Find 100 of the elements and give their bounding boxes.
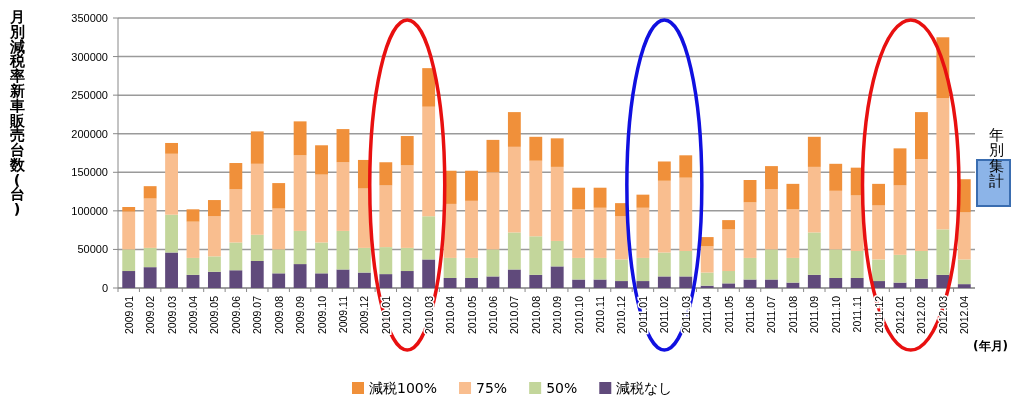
bar: [743, 180, 757, 203]
bar: [829, 163, 843, 191]
bar: [765, 279, 778, 288]
bar: [207, 256, 221, 272]
x-tick-label: 2012.03: [936, 295, 949, 334]
bar: [250, 131, 264, 164]
bar: [486, 139, 500, 173]
bar: [336, 269, 350, 288]
x-tick-label: 2010.11: [594, 295, 607, 334]
bar: [957, 212, 971, 260]
bar: [893, 185, 907, 255]
x-tick-label: 2012.02: [915, 295, 928, 334]
bar: [765, 166, 778, 190]
bar: [122, 249, 136, 272]
bar: [443, 203, 457, 258]
text: 年別集計: [988, 126, 1004, 190]
x-tick-label: 2010.01: [379, 295, 392, 334]
bar: [722, 229, 736, 272]
bar: [165, 153, 178, 215]
legend-label: 減税100%: [369, 380, 438, 396]
bar: [336, 129, 350, 163]
bar: [550, 166, 564, 241]
x-tick-label: 2011.10: [829, 295, 842, 334]
bar: [786, 282, 800, 288]
bar: [122, 271, 136, 288]
bar: [315, 273, 328, 288]
bar: [229, 163, 243, 190]
bar: [893, 148, 907, 186]
bar: [229, 270, 243, 288]
x-tick-label: 2011.07: [765, 295, 778, 334]
x-tick-label: 2009.03: [165, 295, 178, 334]
bar: [679, 250, 693, 277]
bar: [507, 232, 521, 270]
bar: [143, 267, 157, 288]
bar: [293, 155, 307, 231]
bar: [700, 246, 714, 273]
bar: [957, 284, 971, 288]
bar: [293, 230, 307, 265]
bar: [400, 165, 414, 248]
bar: [315, 145, 328, 175]
x-tick-label: 2011.12: [872, 295, 885, 334]
bar: [250, 261, 264, 288]
bar: [165, 142, 178, 154]
bar: [122, 207, 136, 212]
bar: [465, 170, 478, 201]
bar: [936, 98, 950, 230]
x-tick-label: 2010.07: [508, 295, 521, 334]
y-tick-label: 150000: [71, 166, 108, 179]
x-tick-label: 2009.04: [186, 295, 199, 334]
x-tick-label: 2009.12: [358, 295, 371, 334]
x-tick-label: 2009.01: [122, 295, 135, 334]
x-tick-label: 2011.08: [786, 295, 799, 334]
bar: [229, 242, 243, 271]
bar: [529, 236, 543, 275]
bar: [829, 277, 843, 288]
bar: [872, 183, 886, 206]
bar: [465, 257, 478, 278]
bar: [315, 174, 328, 243]
bar: [186, 221, 200, 258]
bar: [507, 146, 521, 233]
bar: [422, 106, 436, 217]
bar: [807, 166, 821, 233]
x-tick-label: 2011.09: [808, 295, 821, 334]
bar: [165, 252, 178, 288]
bar: [357, 247, 371, 273]
y-tick-label: 0: [101, 282, 108, 294]
bar: [550, 138, 564, 167]
bar: [486, 276, 500, 288]
bar: [379, 274, 393, 288]
legend-label: 減税なし: [616, 380, 673, 396]
bar: [379, 185, 393, 248]
bar: [657, 276, 671, 288]
legend-label: 75%: [476, 380, 508, 396]
bar: [765, 249, 778, 280]
bar: [829, 190, 843, 250]
bar: [615, 216, 628, 260]
bar: [657, 161, 671, 181]
bar: [186, 274, 200, 288]
bar: [422, 216, 436, 260]
x-tick-label: 2009.08: [272, 295, 285, 334]
x-tick-label: 2011.03: [679, 295, 692, 334]
x-tick-label: 2012.04: [958, 295, 971, 334]
bar: [443, 257, 457, 278]
bar: [250, 163, 264, 235]
bar: [657, 180, 671, 253]
x-tick-label: 2009.06: [229, 295, 242, 334]
bar: [529, 274, 543, 288]
bar: [657, 252, 671, 277]
bar: [293, 121, 307, 156]
bar: [722, 283, 736, 288]
text: 月別減税率新車販売台数(台): [9, 9, 25, 218]
bar: [936, 229, 950, 275]
bar: [593, 207, 607, 258]
bar: [400, 271, 414, 288]
bar: [700, 237, 714, 247]
bar: [336, 230, 350, 270]
x-tick-label: 2010.10: [572, 295, 585, 334]
bar: [807, 274, 821, 288]
bar: [679, 177, 693, 251]
x-tick-label: 2010.06: [486, 295, 499, 334]
